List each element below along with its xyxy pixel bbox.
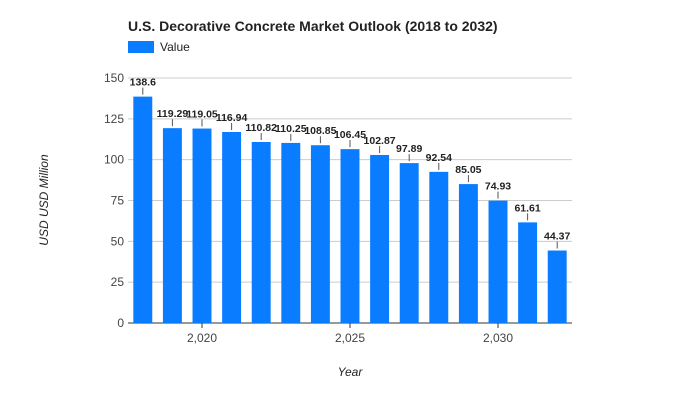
data-label: 85.05: [455, 164, 481, 176]
bar: [518, 222, 538, 323]
bar: [281, 142, 301, 323]
bar: [192, 128, 212, 323]
bar: [251, 141, 271, 323]
y-tick-label: 25: [111, 275, 125, 289]
data-label: 102.87: [364, 135, 396, 147]
data-label: 110.25: [275, 123, 307, 135]
bars: [133, 96, 567, 324]
legend-swatch: [128, 41, 154, 53]
bar: [222, 131, 242, 323]
data-label: 108.85: [304, 125, 336, 137]
data-label: 119.05: [186, 109, 218, 121]
x-tick-label: 2,020: [187, 331, 217, 345]
y-axis-ticks: 0 25 50 75 100 125 150: [104, 71, 124, 330]
y-tick-label: 50: [111, 234, 125, 248]
bar: [133, 96, 153, 324]
bar: [488, 200, 508, 323]
y-axis-label: USD USD Million: [37, 154, 51, 246]
bar: [429, 171, 449, 323]
y-tick-label: 75: [111, 194, 125, 208]
y-tick-label: 100: [104, 153, 124, 167]
x-tick-label: 2,030: [483, 331, 513, 345]
x-axis-label: Year: [338, 365, 364, 379]
data-label: 138.6: [130, 77, 156, 89]
bar: [399, 163, 419, 323]
data-label: 106.45: [334, 129, 366, 141]
data-label: 92.54: [426, 152, 452, 164]
legend-label: Value: [160, 40, 190, 54]
x-axis-ticks: 2,020 2,025 2,030: [187, 323, 513, 345]
bar: [547, 250, 567, 323]
data-label: 44.37: [544, 231, 570, 243]
data-labels: 138.6 119.29119.05116.94110.82110.25108.8…: [130, 77, 570, 249]
bar: [340, 149, 360, 323]
data-label: 61.61: [514, 202, 540, 214]
bar: [370, 154, 390, 323]
chart-title: U.S. Decorative Concrete Market Outlook …: [128, 18, 498, 34]
data-label: 97.89: [396, 143, 422, 155]
y-tick-label: 0: [117, 316, 124, 330]
data-label: 119.29: [157, 108, 189, 120]
data-label: 74.93: [485, 181, 511, 193]
data-label: 116.94: [216, 112, 248, 124]
bar: [162, 128, 182, 323]
data-label: 110.82: [245, 122, 277, 134]
y-tick-label: 125: [104, 112, 124, 126]
bar: [310, 145, 330, 323]
legend: Value: [128, 40, 190, 54]
y-tick-label: 150: [104, 71, 124, 85]
bar: [458, 184, 478, 323]
x-tick-label: 2,025: [335, 331, 365, 345]
